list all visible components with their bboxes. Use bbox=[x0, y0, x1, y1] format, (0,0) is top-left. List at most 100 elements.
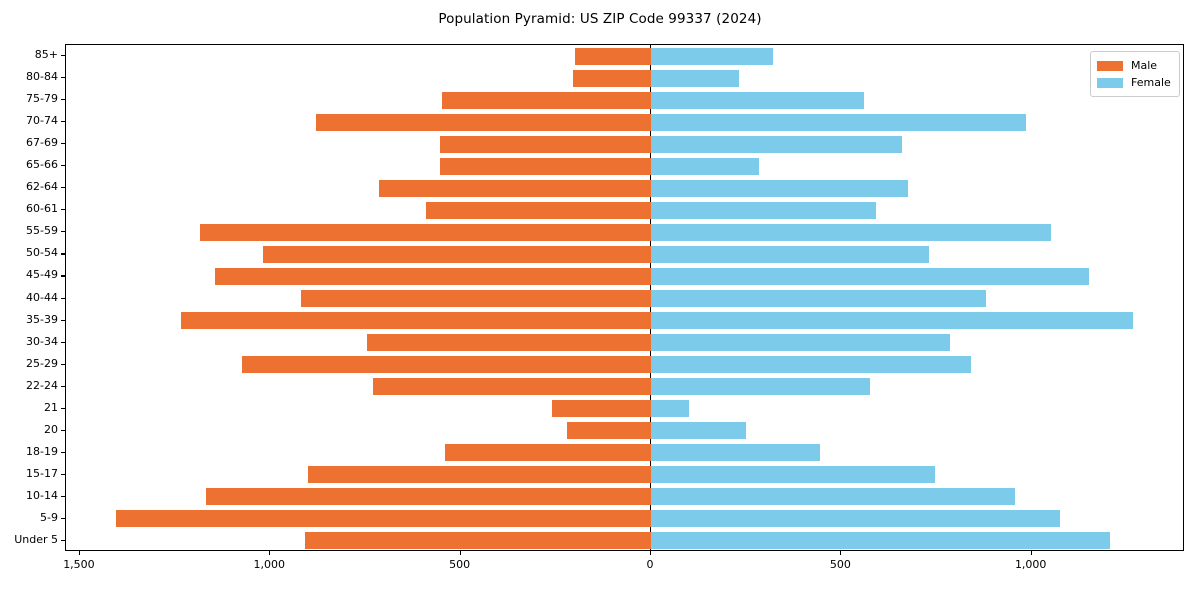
y-axis-label-55-59: 55-59 bbox=[26, 224, 58, 238]
bar-female-30-34 bbox=[651, 334, 950, 352]
y-axis-label-70-74: 70-74 bbox=[26, 114, 58, 128]
plot-area bbox=[65, 44, 1184, 552]
y-axis-tick bbox=[61, 231, 65, 233]
x-axis-tick bbox=[840, 551, 842, 555]
y-axis-label-40-44: 40-44 bbox=[26, 290, 58, 304]
bar-male-80-84 bbox=[572, 69, 651, 87]
bar-male-25-29 bbox=[241, 356, 651, 374]
x-axis-label: 0 bbox=[646, 558, 654, 571]
bar-female-55-59 bbox=[651, 223, 1051, 241]
bar-female-35-39 bbox=[651, 312, 1133, 330]
y-axis-label-5-9: 5-9 bbox=[40, 510, 58, 524]
y-axis-tick bbox=[61, 451, 65, 453]
bar-male-30-34 bbox=[367, 334, 651, 352]
bar-female-85plus bbox=[651, 47, 773, 65]
bar-female-45-49 bbox=[651, 267, 1089, 285]
y-axis-label-35-39: 35-39 bbox=[26, 312, 58, 326]
y-axis-tick bbox=[61, 363, 65, 365]
bar-male-15-17 bbox=[308, 466, 651, 484]
bar-female-10-14 bbox=[651, 488, 1015, 506]
chart-title: Population Pyramid: US ZIP Code 99337 (2… bbox=[438, 11, 762, 27]
bar-male-75-79 bbox=[441, 91, 651, 109]
x-axis-tick bbox=[1030, 551, 1032, 555]
y-axis-tick bbox=[61, 187, 65, 189]
y-axis-label-21: 21 bbox=[44, 400, 58, 414]
y-axis-label-10-14: 10-14 bbox=[26, 488, 58, 502]
y-axis-label-75-79: 75-79 bbox=[26, 92, 58, 106]
y-axis-tick bbox=[61, 319, 65, 321]
bar-female-40-44 bbox=[651, 290, 987, 307]
legend-item-female[interactable]: Female bbox=[1097, 74, 1173, 91]
y-axis-label-45-49: 45-49 bbox=[26, 268, 58, 282]
x-axis-label: 500 bbox=[829, 558, 851, 571]
bar-male-50-54 bbox=[262, 245, 651, 263]
y-axis-tick bbox=[61, 55, 65, 57]
bar-male-62-64 bbox=[378, 179, 651, 197]
legend-label-male: Male bbox=[1131, 59, 1158, 72]
x-axis-label: 1,500 bbox=[63, 558, 95, 571]
y-axis-label-65-66: 65-66 bbox=[26, 158, 58, 172]
bar-female-under-5 bbox=[651, 532, 1110, 550]
bar-male-45-49 bbox=[215, 267, 651, 285]
y-axis-tick bbox=[61, 121, 65, 123]
bar-female-18-19 bbox=[651, 444, 821, 462]
bar-male-21 bbox=[552, 400, 651, 418]
bar-male-70-74 bbox=[315, 113, 651, 131]
y-axis-tick bbox=[61, 407, 65, 409]
x-axis-label: 500 bbox=[449, 558, 471, 571]
y-axis-label-22-24: 22-24 bbox=[26, 378, 58, 392]
y-axis-tick bbox=[61, 253, 65, 255]
legend-item-male[interactable]: Male bbox=[1097, 57, 1173, 74]
bar-female-5-9 bbox=[651, 510, 1061, 528]
bar-female-80-84 bbox=[651, 69, 739, 87]
y-axis-tick bbox=[61, 385, 65, 387]
y-axis-tick bbox=[61, 297, 65, 299]
y-axis-tick bbox=[61, 495, 65, 497]
bar-male-65-66 bbox=[439, 157, 651, 175]
chart-legend: Male Female bbox=[1090, 51, 1180, 97]
bar-male-67-69 bbox=[439, 135, 651, 153]
bar-female-22-24 bbox=[651, 378, 870, 396]
y-axis-label-67-69: 67-69 bbox=[26, 136, 58, 150]
y-axis-label-60-61: 60-61 bbox=[26, 202, 58, 216]
bar-male-22-24 bbox=[373, 378, 651, 396]
y-axis-label-18-19: 18-19 bbox=[26, 444, 58, 458]
x-axis-label: 1,000 bbox=[253, 558, 286, 571]
x-axis-tick bbox=[650, 551, 652, 555]
bar-female-70-74 bbox=[651, 113, 1026, 131]
y-axis-tick bbox=[61, 473, 65, 475]
legend-swatch-male bbox=[1097, 60, 1123, 71]
bar-female-62-64 bbox=[651, 179, 908, 197]
bar-male-55-59 bbox=[199, 223, 651, 241]
bar-female-25-29 bbox=[651, 356, 971, 374]
y-axis-tick bbox=[61, 99, 65, 101]
legend-label-female: Female bbox=[1131, 76, 1171, 89]
y-axis-tick bbox=[61, 165, 65, 167]
y-axis-tick bbox=[61, 209, 65, 211]
y-axis-label-30-34: 30-34 bbox=[26, 334, 58, 348]
bar-male-60-61 bbox=[426, 201, 651, 219]
y-axis-tick bbox=[61, 275, 65, 277]
bar-female-50-54 bbox=[651, 245, 929, 263]
bar-female-65-66 bbox=[651, 157, 760, 175]
y-axis-tick bbox=[61, 429, 65, 431]
y-axis-label-under-5: Under 5 bbox=[14, 532, 58, 546]
bar-female-21 bbox=[651, 400, 690, 418]
bar-male-85plus bbox=[574, 47, 651, 65]
y-axis-label-85plus: 85+ bbox=[34, 48, 58, 62]
y-axis-label-62-64: 62-64 bbox=[26, 180, 58, 194]
bar-female-20 bbox=[651, 422, 747, 440]
x-axis-tick bbox=[78, 551, 81, 555]
bar-female-75-79 bbox=[651, 91, 865, 109]
bar-female-67-69 bbox=[651, 135, 903, 153]
legend-swatch-female bbox=[1097, 77, 1123, 88]
bar-male-40-44 bbox=[300, 290, 651, 307]
bar-female-15-17 bbox=[651, 466, 935, 484]
y-axis-label-20: 20 bbox=[44, 422, 58, 436]
x-axis-tick bbox=[459, 551, 461, 555]
bar-male-35-39 bbox=[180, 312, 651, 330]
bar-male-18-19 bbox=[445, 444, 651, 462]
bar-female-60-61 bbox=[651, 201, 876, 219]
y-axis-tick bbox=[61, 517, 65, 520]
